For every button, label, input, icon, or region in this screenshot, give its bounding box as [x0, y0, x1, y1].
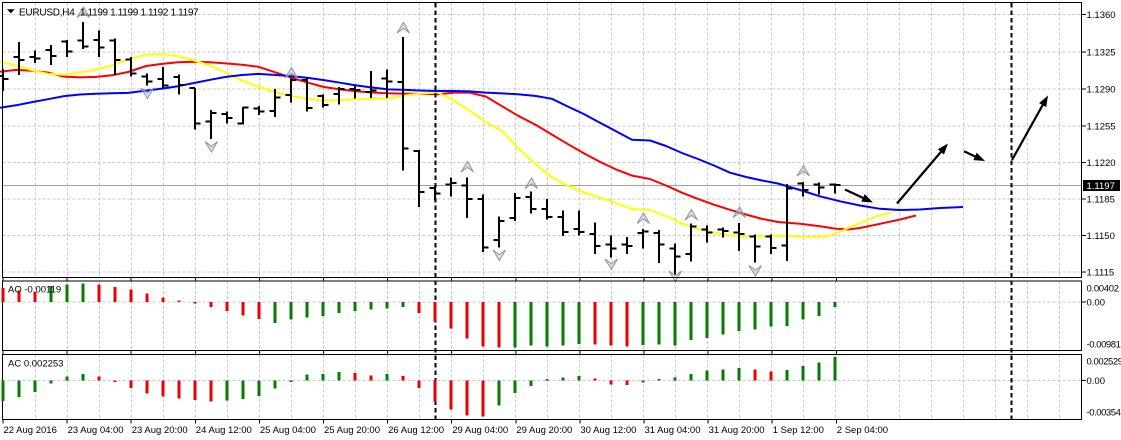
svg-text:22 Aug 2016: 22 Aug 2016	[4, 425, 57, 436]
svg-text:1.1255: 1.1255	[1087, 122, 1116, 133]
svg-text:1.1325: 1.1325	[1087, 48, 1116, 59]
svg-text:-0.00354: -0.00354	[1087, 408, 1121, 419]
svg-text:1.1199 1.1199 1.1192 1.1197: 1.1199 1.1199 1.1192 1.1197	[80, 8, 199, 19]
svg-text:25 Aug 20:00: 25 Aug 20:00	[324, 425, 380, 436]
svg-text:1.1150: 1.1150	[1087, 231, 1115, 242]
svg-text:29 Aug 20:00: 29 Aug 20:00	[516, 425, 572, 436]
svg-text:1 Sep 12:00: 1 Sep 12:00	[773, 425, 824, 436]
svg-text:30 Aug 12:00: 30 Aug 12:00	[580, 425, 636, 436]
svg-text:0.002529: 0.002529	[1087, 357, 1121, 368]
svg-text:-0.00981: -0.00981	[1087, 340, 1121, 351]
svg-text:0.00: 0.00	[1087, 298, 1106, 309]
svg-text:1.1197: 1.1197	[1087, 181, 1115, 192]
svg-text:26 Aug 12:00: 26 Aug 12:00	[388, 425, 444, 436]
svg-text:1.1290: 1.1290	[1087, 85, 1116, 96]
svg-text:AO -0.00119: AO -0.00119	[8, 285, 61, 296]
svg-text:0.00402: 0.00402	[1087, 284, 1119, 295]
svg-text:EURUSD,H4: EURUSD,H4	[19, 8, 75, 19]
svg-text:1.1115: 1.1115	[1087, 268, 1115, 279]
svg-text:1.1185: 1.1185	[1087, 195, 1115, 206]
svg-text:24 Aug 12:00: 24 Aug 12:00	[196, 425, 252, 436]
svg-text:0.00: 0.00	[1087, 376, 1106, 387]
svg-text:25 Aug 04:00: 25 Aug 04:00	[260, 425, 316, 436]
svg-text:29 Aug 04:00: 29 Aug 04:00	[452, 425, 508, 436]
svg-text:31 Aug 04:00: 31 Aug 04:00	[645, 425, 701, 436]
svg-text:31 Aug 20:00: 31 Aug 20:00	[709, 425, 765, 436]
svg-text:1.1220: 1.1220	[1087, 158, 1116, 169]
svg-text:2 Sep 04:00: 2 Sep 04:00	[837, 425, 888, 436]
svg-text:AC 0.002253: AC 0.002253	[8, 359, 63, 370]
svg-text:23 Aug 20:00: 23 Aug 20:00	[132, 425, 188, 436]
svg-text:23 Aug 04:00: 23 Aug 04:00	[68, 425, 124, 436]
svg-text:1.1360: 1.1360	[1087, 10, 1116, 21]
